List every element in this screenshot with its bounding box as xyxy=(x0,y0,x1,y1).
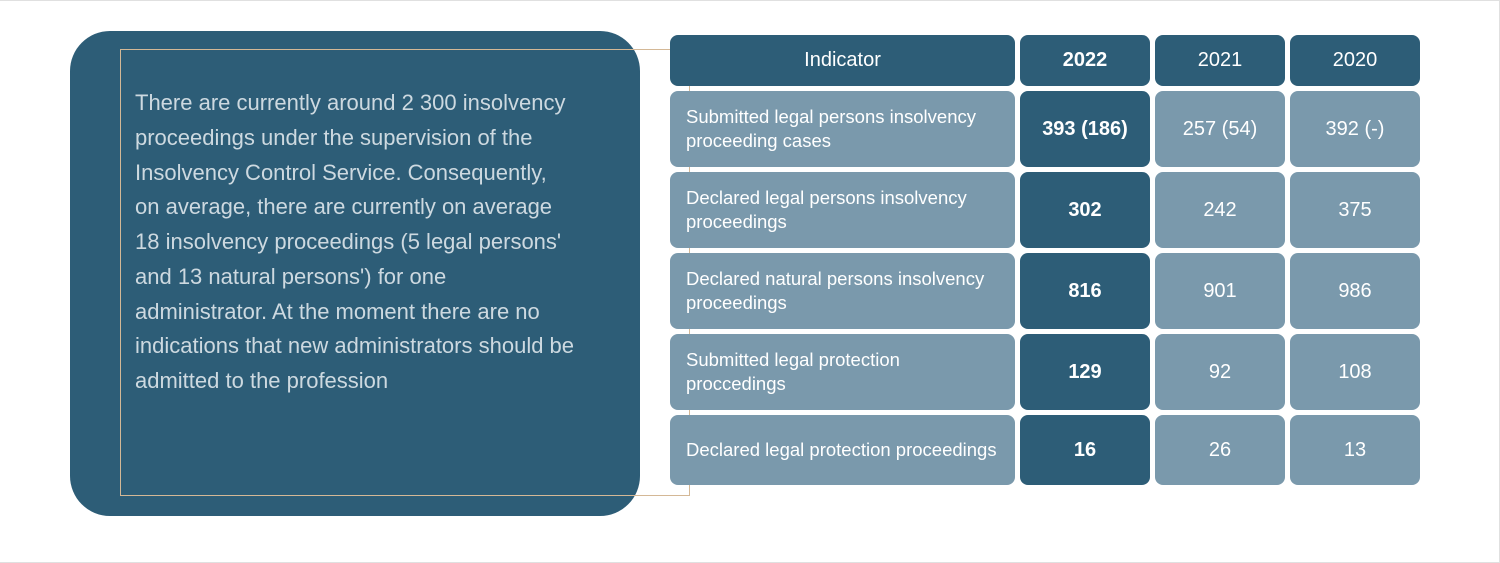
row-label: Submitted legal protection proccedings xyxy=(670,334,1015,410)
col-header-2022: 2022 xyxy=(1020,35,1150,86)
indicators-table: Indicator 2022 2021 2020 Submitted legal… xyxy=(670,31,1459,522)
table-grid: Indicator 2022 2021 2020 Submitted legal… xyxy=(670,35,1459,485)
col-header-indicator: Indicator xyxy=(670,35,1015,86)
row-value-2022: 302 xyxy=(1020,172,1150,248)
row-value-2020: 392 (-) xyxy=(1290,91,1420,167)
row-label: Declared legal protection proceedings xyxy=(670,415,1015,485)
col-header-2021: 2021 xyxy=(1155,35,1285,86)
col-header-2020: 2020 xyxy=(1290,35,1420,86)
row-value-2021: 257 (54) xyxy=(1155,91,1285,167)
row-value-2020: 375 xyxy=(1290,172,1420,248)
row-value-2021: 901 xyxy=(1155,253,1285,329)
row-value-2020: 13 xyxy=(1290,415,1420,485)
row-value-2020: 108 xyxy=(1290,334,1420,410)
info-text: There are currently around 2 300 insolve… xyxy=(135,86,575,399)
row-value-2021: 26 xyxy=(1155,415,1285,485)
info-callout: There are currently around 2 300 insolve… xyxy=(70,31,640,516)
row-value-2021: 92 xyxy=(1155,334,1285,410)
row-label: Declared natural persons insolvency proc… xyxy=(670,253,1015,329)
row-value-2022: 129 xyxy=(1020,334,1150,410)
row-value-2022: 816 xyxy=(1020,253,1150,329)
row-label: Declared legal persons insolvency procee… xyxy=(670,172,1015,248)
row-value-2020: 986 xyxy=(1290,253,1420,329)
row-value-2022: 393 (186) xyxy=(1020,91,1150,167)
row-label: Submitted legal persons insolvency proce… xyxy=(670,91,1015,167)
row-value-2021: 242 xyxy=(1155,172,1285,248)
page-container: There are currently around 2 300 insolve… xyxy=(0,0,1500,563)
row-value-2022: 16 xyxy=(1020,415,1150,485)
